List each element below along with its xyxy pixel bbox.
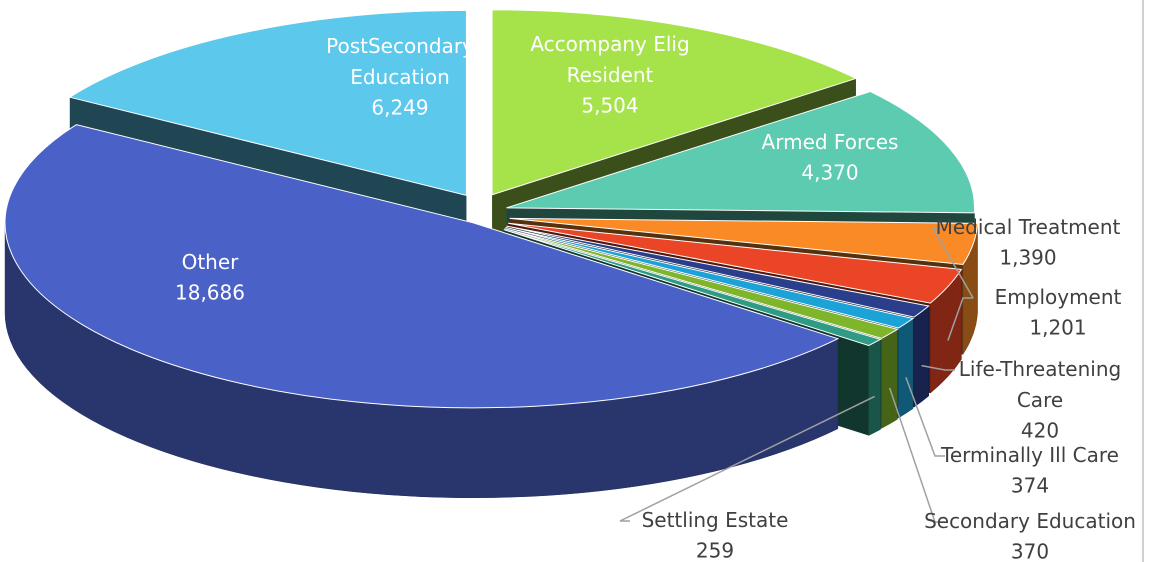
label-line: Other: [182, 250, 240, 274]
slice-label: Medical Treatment: [936, 215, 1121, 239]
slice: [491, 9, 858, 196]
slice-label: Employment: [995, 285, 1122, 309]
leader-line: [619, 395, 875, 522]
slice-label: PostSecondary Education: [326, 34, 474, 89]
slice-label: Other: [182, 250, 240, 274]
slice: [68, 9, 467, 197]
label-line: Secondary Education: [924, 509, 1136, 533]
value-label: 6,249: [371, 96, 428, 120]
slice: [4, 124, 840, 409]
slice: [506, 90, 975, 214]
value-label: 4,370: [801, 161, 858, 185]
value-label: 259: [696, 539, 734, 562]
slice-label: Terminally Ill Care: [940, 443, 1119, 467]
label-line: Life-Threatening: [959, 357, 1121, 381]
slice: [506, 225, 930, 318]
value-label: 370: [1011, 540, 1049, 562]
value-label: 420: [1021, 419, 1059, 443]
label-line: Accompany Elig: [530, 32, 689, 56]
leader-line: [931, 227, 974, 299]
leader-line: [921, 364, 955, 371]
label-line: Resident: [567, 63, 654, 87]
value-label: 1,390: [999, 246, 1056, 270]
slice-label: Armed Forces: [762, 130, 899, 154]
label-line: Armed Forces: [762, 130, 899, 154]
value-label: 1,201: [1029, 316, 1086, 340]
label-line: Care: [1017, 388, 1063, 412]
leader-line: [905, 377, 945, 457]
label-line: Medical Treatment: [936, 215, 1121, 239]
slice: [503, 229, 882, 347]
value-label: 18,686: [175, 281, 245, 305]
slice-side: [913, 305, 929, 408]
leader-line: [888, 387, 945, 523]
slice-side: [868, 338, 881, 436]
slice: [505, 226, 915, 329]
label-line: Education: [350, 65, 450, 89]
value-label: 374: [1011, 474, 1049, 498]
slice-label: Accompany Elig Resident: [530, 32, 689, 87]
slice: [509, 217, 979, 266]
slice-side: [881, 328, 898, 429]
label-line: Employment: [995, 285, 1122, 309]
slice-label: Secondary Education: [924, 509, 1136, 533]
slice-side: [898, 318, 914, 419]
value-label: 5,504: [581, 94, 638, 118]
slice: [508, 222, 963, 304]
label-line: Terminally Ill Care: [940, 443, 1119, 467]
slice-label: Life-Threatening Care: [959, 357, 1121, 412]
slice: [504, 228, 899, 339]
leader-line: [947, 297, 973, 341]
label-line: PostSecondary: [326, 34, 474, 58]
slice-label: Settling Estate: [642, 508, 789, 532]
label-line: Settling Estate: [642, 508, 789, 532]
